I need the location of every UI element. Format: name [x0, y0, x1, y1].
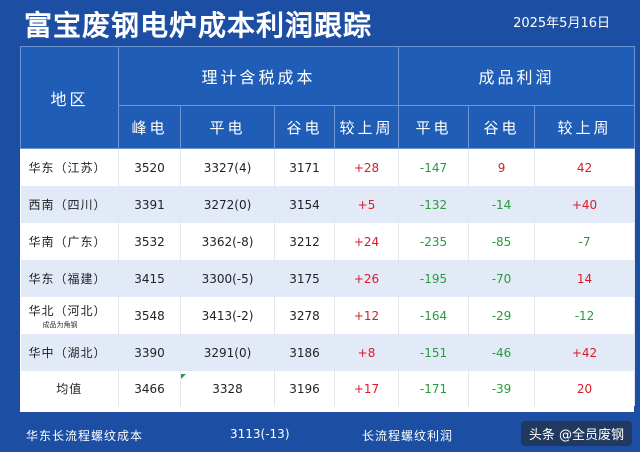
cost-profit-table-wrap: 地区 理计含税成本 成品利润 峰电 平电 谷电 较上周 平电 谷电 较上周 华东（江苏） 35… — [20, 46, 636, 412]
cost-col-header: 谷电 — [274, 105, 335, 149]
p-valley-cell: -29 — [468, 297, 536, 334]
p-flat-cell: -164 — [398, 297, 470, 334]
p-valley-cell: -85 — [468, 223, 536, 260]
region-name: 华中（湖北） — [28, 346, 107, 360]
region-name: 华东（江苏） — [28, 161, 107, 175]
valley-cell: 3154 — [274, 186, 335, 223]
p-valley-cell: -39 — [468, 371, 536, 406]
peak-cell: 3466 — [118, 371, 181, 406]
flat-cell: 3291(0) — [180, 334, 275, 371]
sub-header-row: 峰电 平电 谷电 较上周 平电 谷电 较上周 — [21, 105, 636, 149]
cost-profit-table: 地区 理计含税成本 成品利润 峰电 平电 谷电 较上周 平电 谷电 较上周 华东（江苏） 35… — [20, 46, 636, 406]
table-row: 华中（湖北） 3390 3291(0) 3186 +8 -151 -46 +42 — [20, 334, 636, 371]
p-chg-cell: -7 — [534, 223, 636, 260]
p-flat-cell: -147 — [398, 148, 470, 186]
p-flat-cell: -235 — [398, 223, 470, 260]
cost-chg-cell: +12 — [334, 297, 400, 334]
flat-cell: 3300(-5) — [180, 260, 275, 297]
cost-chg-cell: +24 — [334, 223, 400, 260]
cost-col-header: 较上周 — [333, 105, 400, 149]
cost-chg-cell: +5 — [334, 186, 400, 223]
p-flat-cell: -132 — [398, 186, 470, 223]
p-valley-cell: -14 — [468, 186, 536, 223]
p-flat-cell: -151 — [398, 334, 470, 371]
region-note: 成品为角钢 — [42, 320, 78, 329]
p-chg-cell: +42 — [534, 334, 636, 371]
profit-col-header: 较上周 — [534, 105, 636, 149]
header: 富宝废钢电炉成本利润跟踪 2025年5月16日 — [0, 0, 640, 46]
p-chg-cell: -12 — [534, 297, 636, 334]
table-row: 华北（河北） 成品为角钢 3548 3413(-2) 3278 +12 -164 -29 -12 — [20, 297, 636, 334]
table-row: 华东（江苏） 3520 3327(4) 3171 +28 -147 9 42 — [20, 148, 636, 186]
peak-cell: 3415 — [118, 260, 181, 297]
flat-cell: 3413(-2) — [180, 297, 275, 334]
table-row: 华南（广东） 3532 3362(-8) 3212 +24 -235 -85 -7 — [20, 223, 636, 260]
p-chg-cell: 20 — [534, 371, 636, 406]
cell-corner-marker — [181, 374, 186, 379]
valley-cell: 3212 — [274, 223, 335, 260]
region-name: 均值 — [56, 382, 83, 396]
peak-cell: 3520 — [118, 148, 181, 186]
region-name: 西南（四川） — [28, 198, 107, 212]
cost-group-header: 理计含税成本 — [117, 46, 400, 106]
region-cell: 华北（河北） 成品为角钢 — [20, 297, 119, 334]
valley-cell: 3196 — [274, 371, 335, 406]
p-flat-cell: -171 — [398, 371, 470, 406]
watermark-badge: 头条 @全员废钢 — [520, 421, 632, 446]
p-flat-cell: -195 — [398, 260, 470, 297]
cost-chg-cell: +17 — [334, 371, 400, 406]
peak-cell: 3390 — [118, 334, 181, 371]
footer-right-label: 长流程螺纹利润 — [362, 429, 454, 443]
p-valley-cell: -70 — [468, 260, 536, 297]
cost-col-header: 平电 — [180, 105, 275, 149]
valley-cell: 3186 — [274, 334, 335, 371]
footer: 华东长流程螺纹成本 3113(-13) 长流程螺纹利润 — [20, 418, 634, 448]
page-title: 富宝废钢电炉成本利润跟踪 — [24, 9, 373, 42]
region-name: 华南（广东） — [28, 235, 107, 249]
region-name: 华东（福建） — [28, 272, 107, 286]
flat-cell: 3328 — [180, 371, 275, 406]
footer-left-label: 华东长流程螺纹成本 — [26, 429, 144, 443]
region-cell: 华中（湖北） — [20, 334, 119, 371]
p-valley-cell: 9 — [468, 148, 536, 186]
cost-chg-cell: +8 — [334, 334, 400, 371]
cost-col-header: 峰电 — [118, 105, 181, 149]
peak-cell: 3532 — [118, 223, 181, 260]
flat-cell: 3327(4) — [180, 148, 275, 186]
region-name: 华北（河北） — [28, 303, 107, 318]
p-chg-cell: 14 — [534, 260, 636, 297]
peak-cell: 3548 — [118, 297, 181, 334]
peak-cell: 3391 — [118, 186, 181, 223]
footer-left-value: 3113(-13) — [230, 427, 290, 441]
region-header: 地区 — [20, 46, 119, 149]
region-cell: 均值 — [20, 371, 119, 406]
valley-cell: 3171 — [274, 148, 335, 186]
region-cell: 华东（福建） — [20, 260, 119, 297]
p-chg-cell: +40 — [534, 186, 636, 223]
flat-cell: 3362(-8) — [180, 223, 275, 260]
region-cell: 西南（四川） — [20, 186, 119, 223]
flat-cell: 3272(0) — [180, 186, 275, 223]
table-row: 华东（福建） 3415 3300(-5) 3175 +26 -195 -70 14 — [20, 260, 636, 297]
table-body: 华东（江苏） 3520 3327(4) 3171 +28 -147 9 42 西南（四川） 339… — [20, 148, 636, 406]
cost-chg-cell: +28 — [334, 148, 400, 186]
profit-col-header: 平电 — [398, 105, 470, 149]
average-row: 均值 3466 3328 3196 +17 -171 -39 20 — [20, 371, 636, 406]
table-row: 西南（四川） 3391 3272(0) 3154 +5 -132 -14 +40 — [20, 186, 636, 223]
p-valley-cell: -46 — [468, 334, 536, 371]
valley-cell: 3278 — [274, 297, 335, 334]
cost-chg-cell: +26 — [334, 260, 400, 297]
profit-col-header: 谷电 — [468, 105, 536, 149]
p-chg-cell: 42 — [534, 148, 636, 186]
valley-cell: 3175 — [274, 260, 335, 297]
report-date: 2025年5月16日 — [513, 16, 610, 31]
region-cell: 华东（江苏） — [20, 148, 119, 186]
profit-group-header: 成品利润 — [398, 46, 636, 106]
region-cell: 华南（广东） — [20, 223, 119, 260]
